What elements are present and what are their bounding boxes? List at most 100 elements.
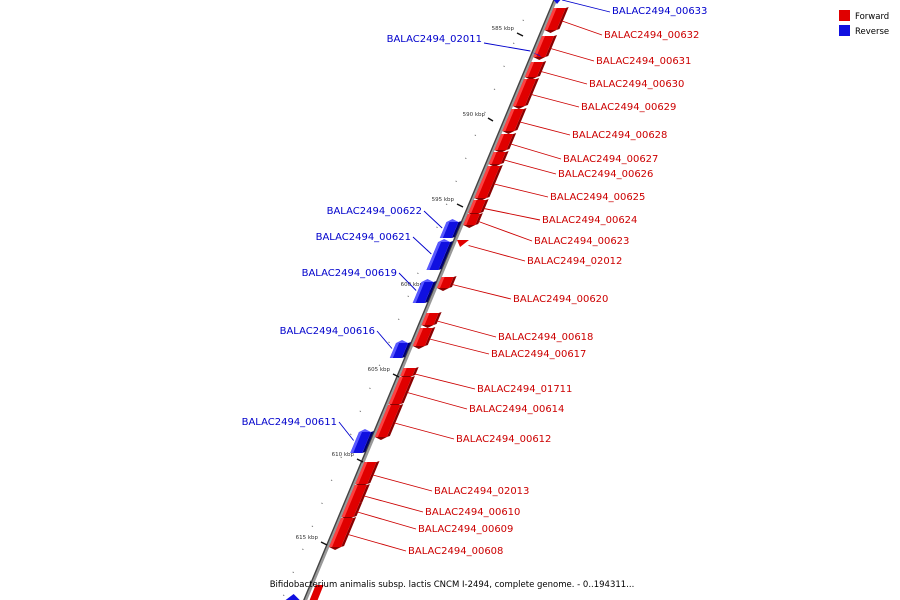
kbp-tick-mark	[392, 373, 400, 378]
legend-reverse-swatch	[839, 25, 850, 36]
forward-gene[interactable]	[421, 312, 442, 328]
kbp-tick-label: 610 kbp	[332, 452, 355, 458]
gene-label[interactable]: BALAC2494_00629	[581, 102, 676, 113]
gene-label[interactable]: BALAC2494_00628	[572, 130, 667, 141]
gene-side	[451, 221, 462, 238]
minor-tick	[369, 387, 371, 389]
gene-side	[545, 35, 557, 57]
gene-side	[536, 61, 547, 77]
gene-side	[424, 281, 437, 303]
gene-side	[341, 517, 357, 547]
reverse-gene[interactable]	[426, 239, 454, 270]
gene-cap	[512, 106, 525, 109]
gene-label[interactable]: BALAC2494_02012	[527, 256, 622, 267]
forward-gene[interactable]	[512, 78, 540, 109]
gene-label[interactable]: BALAC2494_00611	[242, 417, 337, 428]
gene-body	[412, 282, 434, 303]
gene-cap	[494, 150, 507, 153]
forward-gene[interactable]	[533, 35, 557, 60]
gene-highlight	[439, 222, 450, 238]
gene-highlight	[350, 432, 362, 453]
forward-gene[interactable]	[329, 517, 357, 550]
gene-highlight	[412, 282, 425, 303]
reverse-gene[interactable]	[350, 429, 374, 453]
forward-gene[interactable]	[456, 240, 469, 247]
reverse-gene[interactable]	[412, 279, 437, 303]
gene-label[interactable]: BALAC2494_00622	[327, 206, 422, 217]
forward-gene[interactable]	[463, 213, 483, 228]
gene-cap	[412, 346, 425, 349]
gene-body	[412, 328, 433, 346]
gene-label[interactable]: BALAC2494_00633	[612, 6, 707, 17]
minor-tick	[282, 594, 285, 596]
gene-label[interactable]: BALAC2494_00610	[425, 507, 520, 518]
forward-gene[interactable]	[524, 61, 547, 80]
forward-gene[interactable]	[474, 165, 503, 201]
reverse-gene[interactable]	[439, 219, 462, 238]
gene-label[interactable]: BALAC2494_00618	[498, 332, 593, 343]
forward-gene[interactable]	[544, 7, 569, 33]
reverse-gene[interactable]	[389, 340, 412, 358]
gene-label[interactable]: BALAC2494_00624	[542, 215, 637, 226]
label-leader-line	[414, 373, 476, 390]
minor-tick	[474, 134, 477, 136]
label-leader-line	[347, 534, 407, 552]
forward-gene[interactable]	[374, 404, 404, 440]
gene-label[interactable]: BALAC2494_02011	[387, 34, 482, 45]
label-leader-line	[338, 421, 354, 441]
forward-gene[interactable]	[468, 199, 489, 216]
gene-highlight	[512, 79, 528, 106]
gene-highlight	[389, 343, 400, 358]
gene-label[interactable]: BALAC2494_01711	[477, 384, 572, 395]
gene-label[interactable]: BALAC2494_00616	[280, 326, 375, 337]
gene-body	[494, 134, 514, 150]
gene-label[interactable]: BALAC2494_00623	[534, 236, 629, 247]
gene-label[interactable]: BALAC2494_00612	[456, 434, 551, 445]
gene-side	[500, 151, 509, 164]
forward-gene[interactable]	[388, 376, 415, 407]
kbp-tick-label: 605 kbp	[368, 367, 391, 373]
gene-body	[329, 518, 354, 547]
gene-label[interactable]: BALAC2494_00626	[558, 169, 653, 180]
label-leader-line	[398, 272, 417, 291]
gene-highlight	[533, 36, 545, 57]
gene-body	[388, 377, 412, 404]
gene-side	[386, 404, 404, 437]
gene-label[interactable]: BALAC2494_00617	[491, 349, 586, 360]
label-leader-line	[561, 20, 603, 36]
forward-gene[interactable]	[412, 327, 436, 349]
reverse-gene[interactable]	[531, 52, 542, 57]
forward-gene[interactable]	[488, 151, 509, 167]
gene-side	[362, 431, 374, 453]
forward-gene[interactable]	[309, 585, 324, 600]
label-leader-line	[407, 392, 468, 410]
reverse-gene[interactable]	[552, 0, 562, 4]
gene-highlight	[421, 313, 430, 325]
forward-gene[interactable]	[355, 461, 380, 487]
gene-label[interactable]: BALAC2494_02013	[434, 486, 529, 497]
gene-label[interactable]: BALAC2494_00625	[550, 192, 645, 203]
gene-label[interactable]: BALAC2494_00632	[604, 30, 699, 41]
gene-side	[524, 78, 540, 106]
gene-arrow	[456, 240, 469, 247]
forward-gene[interactable]	[494, 133, 517, 153]
gene-cap	[524, 77, 537, 80]
gene-label[interactable]: BALAC2494_00621	[316, 232, 411, 243]
gene-label[interactable]: BALAC2494_00608	[408, 546, 503, 557]
gene-label[interactable]: BALAC2494_00630	[589, 79, 684, 90]
label-leader-line	[376, 330, 393, 349]
gene-label[interactable]: BALAC2494_00614	[469, 404, 564, 415]
forward-gene[interactable]	[502, 108, 527, 134]
forward-gene[interactable]	[436, 276, 457, 291]
gene-label[interactable]: BALAC2494_00609	[418, 524, 513, 535]
backbone-dark	[303, 0, 555, 600]
reverse-gene[interactable]	[285, 594, 300, 600]
gene-side	[424, 327, 436, 346]
gene-label[interactable]: BALAC2494_00620	[513, 294, 608, 305]
gene-label[interactable]: BALAC2494_00627	[563, 154, 658, 165]
gene-label[interactable]: BALAC2494_00631	[596, 56, 691, 67]
gene-label[interactable]: BALAC2494_00619	[302, 268, 397, 279]
gene-cap	[436, 288, 449, 291]
minor-tick	[445, 203, 448, 205]
gene-highlight	[494, 134, 505, 150]
